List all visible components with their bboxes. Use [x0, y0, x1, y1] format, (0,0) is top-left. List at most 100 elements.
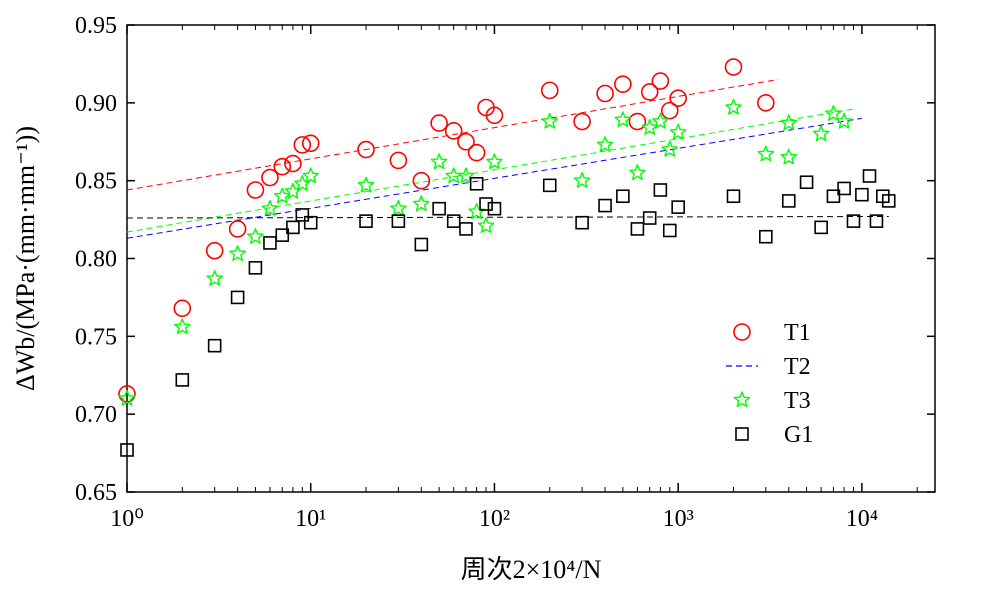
g1-point [230, 290, 245, 305]
plot-area [126, 24, 936, 493]
t1-point [444, 122, 463, 140]
g1-point [469, 176, 484, 191]
t1-point [205, 241, 224, 260]
g1-point [446, 214, 461, 228]
x-tick-label: 10² [479, 506, 510, 532]
t3-point [596, 136, 614, 153]
t3-point [302, 167, 320, 184]
x-tick-label: 10¹ [295, 506, 326, 532]
t3-point [118, 389, 136, 406]
g1-point [120, 443, 134, 457]
g1-point [598, 198, 612, 213]
t1-point [301, 134, 320, 153]
t3-point [357, 176, 375, 193]
legend-t1-label: T1 [784, 320, 811, 346]
y-tick-label: 0.65 [75, 480, 117, 506]
t1-point [293, 136, 312, 154]
y-tick-label: 0.85 [75, 169, 117, 195]
x-tick-label: 10³ [663, 506, 694, 532]
t3-point [430, 153, 448, 170]
t3-point [573, 171, 591, 188]
t1-point [628, 112, 647, 131]
t3-point [247, 228, 264, 244]
g1-point [726, 189, 741, 204]
t3-point [413, 195, 430, 212]
t1-point [596, 84, 614, 103]
plot-frame [126, 24, 936, 493]
axes: 0.65 0.70 0.75 0.80 0.85 0.90 0.95 10⁰ 10¹ 10² 10³… [75, 13, 935, 532]
g1-point [826, 189, 841, 204]
x-axis-title: 周次2×10⁴/N [461, 555, 602, 584]
t1-point [412, 171, 431, 190]
g1-point [653, 183, 668, 197]
t3-point [390, 199, 407, 216]
t3-point [641, 119, 659, 135]
t1-point [273, 157, 292, 176]
t3-point [661, 140, 679, 157]
g1-point [862, 169, 877, 183]
t3-point [541, 112, 559, 129]
y-tick-label: 0.90 [75, 91, 117, 117]
t3-point [445, 167, 462, 184]
t1-point [640, 83, 659, 101]
legend-t3-label: T3 [784, 388, 811, 414]
t1-point [261, 168, 279, 187]
g1-point [303, 215, 318, 230]
t1-point [660, 101, 679, 120]
t3-point [486, 153, 503, 170]
g1-point [642, 211, 657, 225]
data-points [118, 58, 896, 457]
t1-point [573, 112, 591, 131]
t1-point [389, 151, 408, 170]
t3-point [725, 98, 742, 115]
g1-point [814, 220, 828, 235]
t1-point [485, 106, 504, 125]
t1-point [173, 299, 192, 318]
x-tick-label: 10⁴ [846, 506, 878, 532]
t3-point [780, 114, 798, 131]
t3-point [468, 203, 485, 219]
y-tick-label: 0.95 [75, 13, 117, 39]
g1-point [855, 187, 869, 202]
t3-point [206, 270, 223, 286]
t1-point [430, 114, 448, 132]
g1-point [263, 236, 277, 250]
t3-point [825, 105, 842, 121]
t3-point [812, 125, 830, 142]
legend-t1-swatch [733, 323, 751, 341]
t1-point [757, 94, 775, 112]
t3-point [652, 112, 669, 129]
legend-t3-swatch [733, 391, 751, 408]
y-tick-label: 0.70 [75, 402, 117, 428]
g1-point [616, 189, 630, 204]
t3-point [477, 217, 495, 233]
t1-trend-line [126, 78, 779, 191]
legend-g1-swatch [735, 427, 749, 441]
t3-point [757, 145, 775, 162]
t1-point [357, 140, 375, 159]
g1-point [671, 200, 685, 214]
g1-point [275, 228, 290, 242]
t3-point [835, 112, 853, 129]
g1-point [846, 214, 861, 228]
g1-point [799, 175, 814, 190]
g1-point [391, 214, 406, 228]
legend-g1-label: G1 [784, 422, 813, 448]
g1-point [459, 222, 473, 236]
t3-point [669, 123, 687, 140]
g1-point [286, 220, 300, 235]
g1-point [662, 223, 677, 238]
t1-point [228, 220, 247, 238]
y-tick-label: 0.75 [75, 324, 117, 350]
t1-point [651, 72, 670, 90]
t1-point [724, 58, 743, 76]
y-tick-label: 0.80 [75, 247, 117, 273]
legend-t2-label: T2 [784, 354, 811, 380]
t3-point [780, 148, 798, 165]
g1-point [487, 201, 502, 216]
g1-point [759, 229, 773, 244]
t1-point [669, 89, 687, 107]
g1-point [414, 237, 429, 252]
g1-point [869, 214, 884, 228]
t3-point [229, 245, 246, 261]
